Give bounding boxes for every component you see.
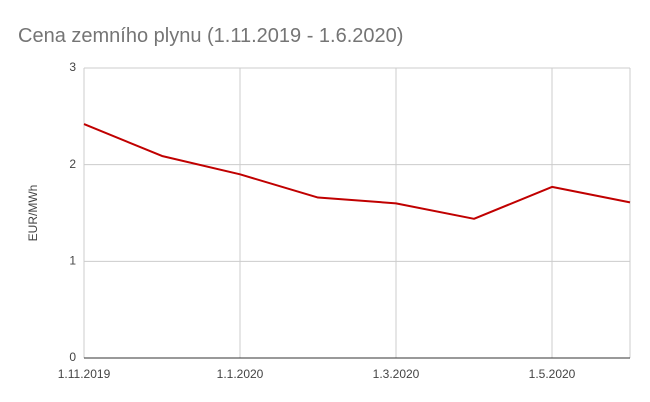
data-line [83, 123, 631, 220]
y-axis-label: EUR/MWh [26, 185, 40, 242]
x-tick-label: 1.1.2020 [217, 367, 264, 381]
x-tick-label: 1.3.2020 [373, 367, 420, 381]
chart-title: Cena zemního plynu (1.11.2019 - 1.6.2020… [18, 25, 403, 47]
x-tick-label: 1.11.2019 [58, 367, 111, 381]
x-tick-label: 1.5.2020 [529, 367, 576, 381]
y-tick-label: 2 [69, 157, 76, 171]
y-tick-label: 0 [69, 350, 76, 364]
y-tick-label: 3 [69, 60, 76, 74]
y-tick-label: 1 [69, 254, 76, 268]
